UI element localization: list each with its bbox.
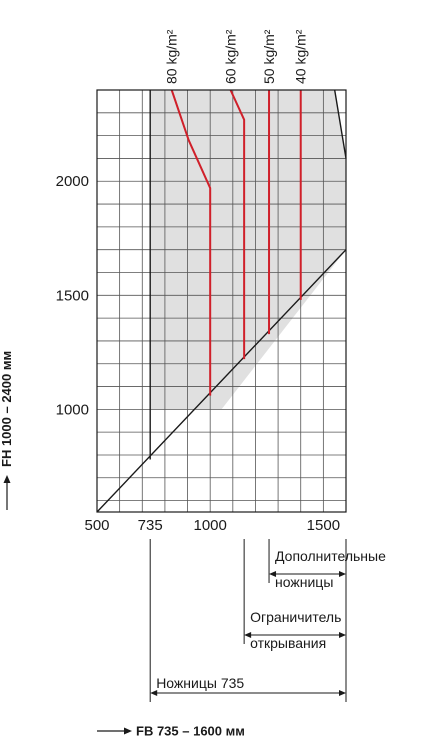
series-label-layer: 80 kg/m² 60 kg/m² 50 kg/m² 40 kg/m² <box>164 29 309 84</box>
boundary-layer <box>96 89 347 513</box>
x-axis-title-group: FB 735 – 1600 мм <box>97 724 245 739</box>
y-axis-title: FH 1000 – 2400 мм <box>0 351 14 467</box>
y-axis-title-group: FH 1000 – 2400 мм <box>0 351 14 510</box>
boundary-line <box>333 89 347 159</box>
series-line-2 <box>229 89 246 360</box>
series-label-4: 40 kg/m² <box>293 29 309 84</box>
range-arrow-left-icon <box>150 690 158 696</box>
range-label: Ограничитель <box>250 609 341 625</box>
range-label: Дополнительные <box>275 548 386 564</box>
plot-frame <box>96 89 347 513</box>
range-label: открывания <box>250 635 326 651</box>
series-label-2: 60 kg/m² <box>223 29 239 84</box>
frame-layer <box>96 89 347 513</box>
grid-layer <box>97 90 346 512</box>
series-label-1: 80 kg/m² <box>164 29 180 84</box>
range-arrow-right-icon <box>339 632 346 638</box>
x-tick-label: 1500 <box>307 517 340 534</box>
x-tick-label: 735 <box>138 517 163 534</box>
y-tick-label: 1500 <box>56 287 89 304</box>
range-label: ножницы <box>275 574 333 590</box>
series-layer <box>170 89 302 396</box>
boundary-line <box>96 249 347 513</box>
range-arrow-left-icon <box>269 571 277 577</box>
tick-label-layer: 500 735 1000 1500 1000 1500 2000 <box>56 173 340 534</box>
y-tick-label: 1000 <box>56 401 89 418</box>
x-axis-title: FB 735 – 1600 мм <box>136 724 245 739</box>
y-tick-label: 2000 <box>56 173 89 190</box>
x-tick-label: 500 <box>84 517 109 534</box>
series-label-3: 50 kg/m² <box>261 29 277 84</box>
y-axis-arrow-icon <box>3 475 11 483</box>
range-annotation-layer: Дополнительные ножницы Ограничитель открыва… <box>149 539 386 702</box>
range-arrow-right-icon <box>339 690 346 696</box>
range-arrow-left-icon <box>244 632 252 638</box>
x-axis-arrow-icon <box>124 727 132 735</box>
series-line-1 <box>170 89 212 396</box>
range-arrow-right-icon <box>339 571 346 577</box>
x-tick-label: 1000 <box>193 517 226 534</box>
range-label: Ножницы 735 <box>156 675 244 691</box>
